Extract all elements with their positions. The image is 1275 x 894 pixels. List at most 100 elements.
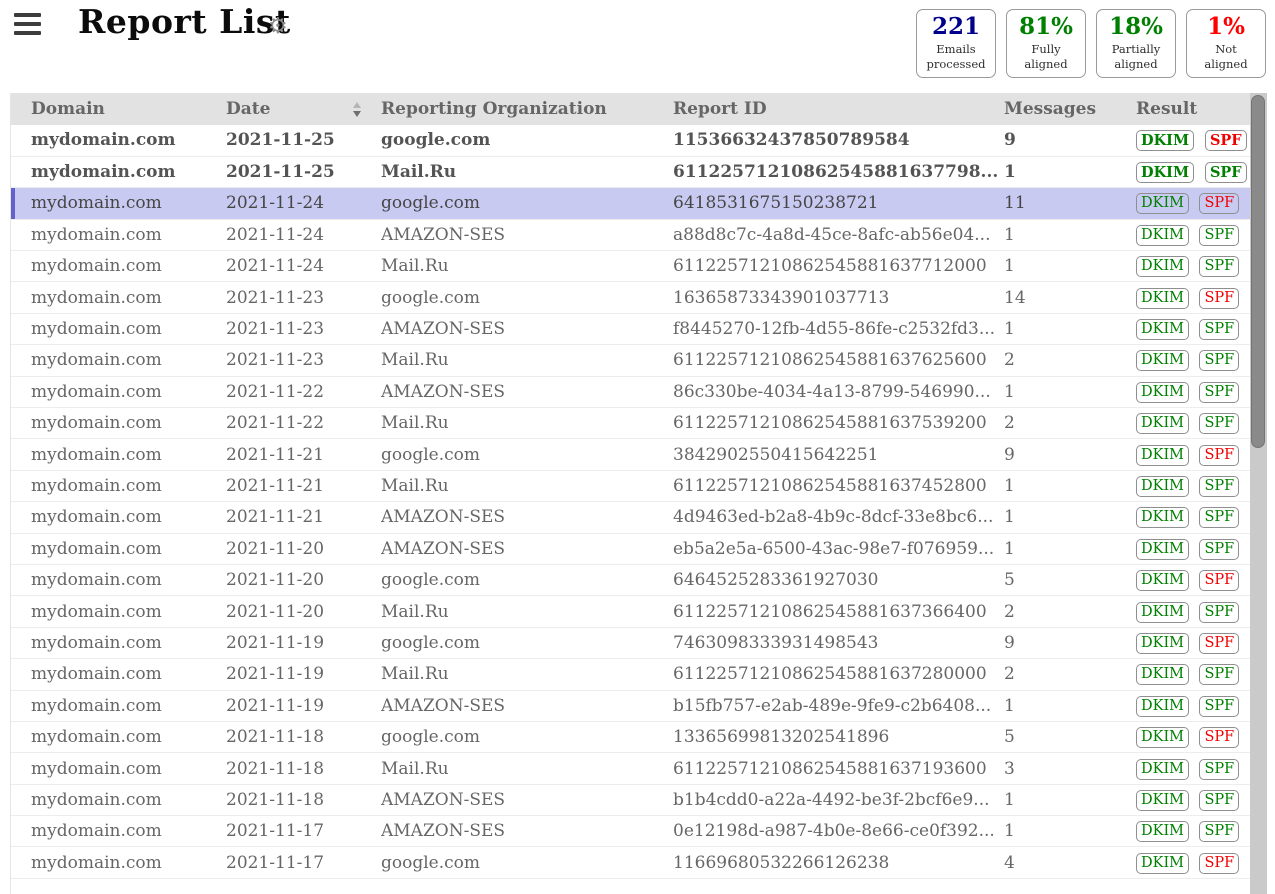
table-row[interactable]: mydomain.com 2021-11-18 AMAZON-SES b1b4c… (11, 784, 1251, 817)
cell-date: 2021-11-20 (226, 564, 381, 597)
stat-label: Emails processed (926, 42, 986, 71)
page-title: Report List (78, 2, 291, 41)
table-row[interactable]: mydomain.com 2021-11-21 AMAZON-SES 4d946… (11, 501, 1251, 534)
hamburger-menu-icon[interactable] (14, 13, 42, 38)
cell-reporting-organization: Mail.Ru (381, 595, 673, 628)
table-row[interactable]: mydomain.com 2021-11-25 Mail.Ru 61122571… (11, 156, 1251, 189)
cell-result: DKIM SPF (1136, 470, 1251, 503)
spf-badge: SPF (1199, 224, 1240, 246)
stat-label: Fully aligned (1024, 42, 1068, 71)
cell-date: 2021-11-17 (226, 846, 381, 879)
cell-date: 2021-11-21 (226, 470, 381, 503)
dkim-badge: DKIM (1136, 789, 1190, 811)
stat-label: Not aligned (1204, 42, 1248, 71)
table-row[interactable]: mydomain.com 2021-11-20 AMAZON-SES eb5a2… (11, 533, 1251, 565)
table-row[interactable]: mydomain.com 2021-11-23 google.com 16365… (11, 281, 1251, 314)
cell-messages: 2 (1004, 344, 1136, 377)
page-header: Report List ⚙ 221 Emails processed 81% F… (0, 0, 1275, 93)
spf-badge: SPF (1199, 758, 1240, 780)
dkim-badge: DKIM (1136, 695, 1190, 717)
cell-domain: mydomain.com (11, 784, 226, 817)
cell-date: 2021-11-19 (226, 627, 381, 660)
dkim-badge: DKIM (1136, 632, 1190, 654)
table-row[interactable]: mydomain.com 2021-11-18 Mail.Ru 61122571… (11, 752, 1251, 785)
cell-report-id: 61122571210862545881637539200 (673, 407, 1004, 440)
cell-reporting-organization: google.com (381, 125, 673, 157)
cell-domain: mydomain.com (11, 344, 226, 377)
cell-report-id: 6418531675150238721 (673, 187, 1004, 220)
table-row[interactable]: mydomain.com 2021-11-25 google.com 11536… (11, 125, 1251, 157)
table-row[interactable]: mydomain.com 2021-11-24 google.com 64185… (11, 187, 1251, 220)
report-table: Domain Date Reporting Organization Repor… (11, 93, 1251, 879)
spf-badge: SPF (1199, 695, 1240, 717)
column-header-domain[interactable]: Domain (11, 93, 226, 125)
table-row[interactable]: mydomain.com 2021-11-19 AMAZON-SES b15fb… (11, 690, 1251, 722)
cell-result: DKIM SPF (1136, 313, 1251, 346)
spf-badge: SPF (1199, 507, 1240, 529)
cell-reporting-organization: AMAZON-SES (381, 376, 673, 409)
cell-domain: mydomain.com (11, 470, 226, 503)
spf-badge: SPF (1199, 319, 1240, 341)
dkim-badge: DKIM (1136, 601, 1190, 623)
dkim-badge: DKIM (1136, 507, 1190, 529)
cell-report-id: 11669680532266126238 (673, 846, 1004, 879)
cell-date: 2021-11-18 (226, 752, 381, 785)
cell-report-id: 61122571210862545881637193600 (673, 752, 1004, 785)
table-row[interactable]: mydomain.com 2021-11-22 AMAZON-SES 86c33… (11, 376, 1251, 409)
sort-arrows-icon[interactable] (353, 101, 361, 117)
column-header-result[interactable]: Result (1136, 93, 1251, 125)
cell-messages: 1 (1004, 501, 1136, 534)
table-row[interactable]: mydomain.com 2021-11-18 google.com 13365… (11, 721, 1251, 754)
table-row[interactable]: mydomain.com 2021-11-21 Mail.Ru 61122571… (11, 470, 1251, 503)
cell-domain: mydomain.com (11, 125, 226, 157)
cell-messages: 11 (1004, 187, 1136, 220)
cell-domain: mydomain.com (11, 627, 226, 660)
table-row[interactable]: mydomain.com 2021-11-17 google.com 11669… (11, 846, 1251, 879)
table-row[interactable]: mydomain.com 2021-11-20 Mail.Ru 61122571… (11, 595, 1251, 628)
cell-result: DKIM SPF (1136, 376, 1251, 409)
cell-date: 2021-11-19 (226, 690, 381, 722)
column-header-report-id[interactable]: Report ID (673, 93, 1004, 125)
settings-gear-icon[interactable]: ⚙ (268, 14, 288, 39)
table-row[interactable]: mydomain.com 2021-11-22 Mail.Ru 61122571… (11, 407, 1251, 440)
dkim-badge: DKIM (1136, 538, 1190, 560)
cell-report-id: 0e12198d-a987-4b0e-8e66-ce0f392... (673, 815, 1004, 848)
cell-report-id: 4d9463ed-b2a8-4b9c-8dcf-33e8bc6... (673, 501, 1004, 534)
stat-card: 1% Not aligned (1186, 9, 1266, 78)
cell-result: DKIM SPF (1136, 438, 1251, 471)
table-header: Domain Date Reporting Organization Repor… (11, 93, 1251, 125)
table-row[interactable]: mydomain.com 2021-11-20 google.com 64645… (11, 564, 1251, 597)
hamburger-bar (14, 22, 41, 26)
table-row[interactable]: mydomain.com 2021-11-19 google.com 74630… (11, 627, 1251, 660)
dkim-badge: DKIM (1136, 287, 1190, 309)
cell-domain: mydomain.com (11, 187, 226, 220)
cell-messages: 1 (1004, 250, 1136, 283)
cell-reporting-organization: google.com (381, 721, 673, 754)
sort-asc-icon (353, 101, 361, 108)
cell-reporting-organization: AMAZON-SES (381, 313, 673, 346)
table-row[interactable]: mydomain.com 2021-11-21 google.com 38429… (11, 438, 1251, 471)
column-header-date[interactable]: Date (226, 93, 381, 125)
dkim-badge: DKIM (1136, 224, 1190, 246)
table-row[interactable]: mydomain.com 2021-11-23 Mail.Ru 61122571… (11, 344, 1251, 377)
table-row[interactable]: mydomain.com 2021-11-24 AMAZON-SES a88d8… (11, 219, 1251, 252)
vertical-scrollbar[interactable] (1250, 93, 1267, 894)
table-row[interactable]: mydomain.com 2021-11-19 Mail.Ru 61122571… (11, 658, 1251, 691)
table-row[interactable]: mydomain.com 2021-11-23 AMAZON-SES f8445… (11, 313, 1251, 346)
dkim-badge: DKIM (1136, 413, 1190, 435)
stat-label: Partially aligned (1111, 42, 1161, 71)
cell-reporting-organization: Mail.Ru (381, 407, 673, 440)
cell-date: 2021-11-23 (226, 313, 381, 346)
cell-messages: 1 (1004, 470, 1136, 503)
column-header-reporting-organization[interactable]: Reporting Organization (381, 93, 673, 125)
table-row[interactable]: mydomain.com 2021-11-24 Mail.Ru 61122571… (11, 250, 1251, 283)
scrollbar-thumb[interactable] (1251, 95, 1265, 448)
cell-report-id: 61122571210862545881637798... (673, 156, 1004, 189)
cell-reporting-organization: Mail.Ru (381, 156, 673, 189)
cell-reporting-organization: google.com (381, 564, 673, 597)
dkim-badge: DKIM (1136, 727, 1190, 749)
column-header-messages[interactable]: Messages (1004, 93, 1136, 125)
table-row[interactable]: mydomain.com 2021-11-17 AMAZON-SES 0e121… (11, 815, 1251, 848)
cell-messages: 5 (1004, 721, 1136, 754)
spf-badge: SPF (1199, 789, 1240, 811)
